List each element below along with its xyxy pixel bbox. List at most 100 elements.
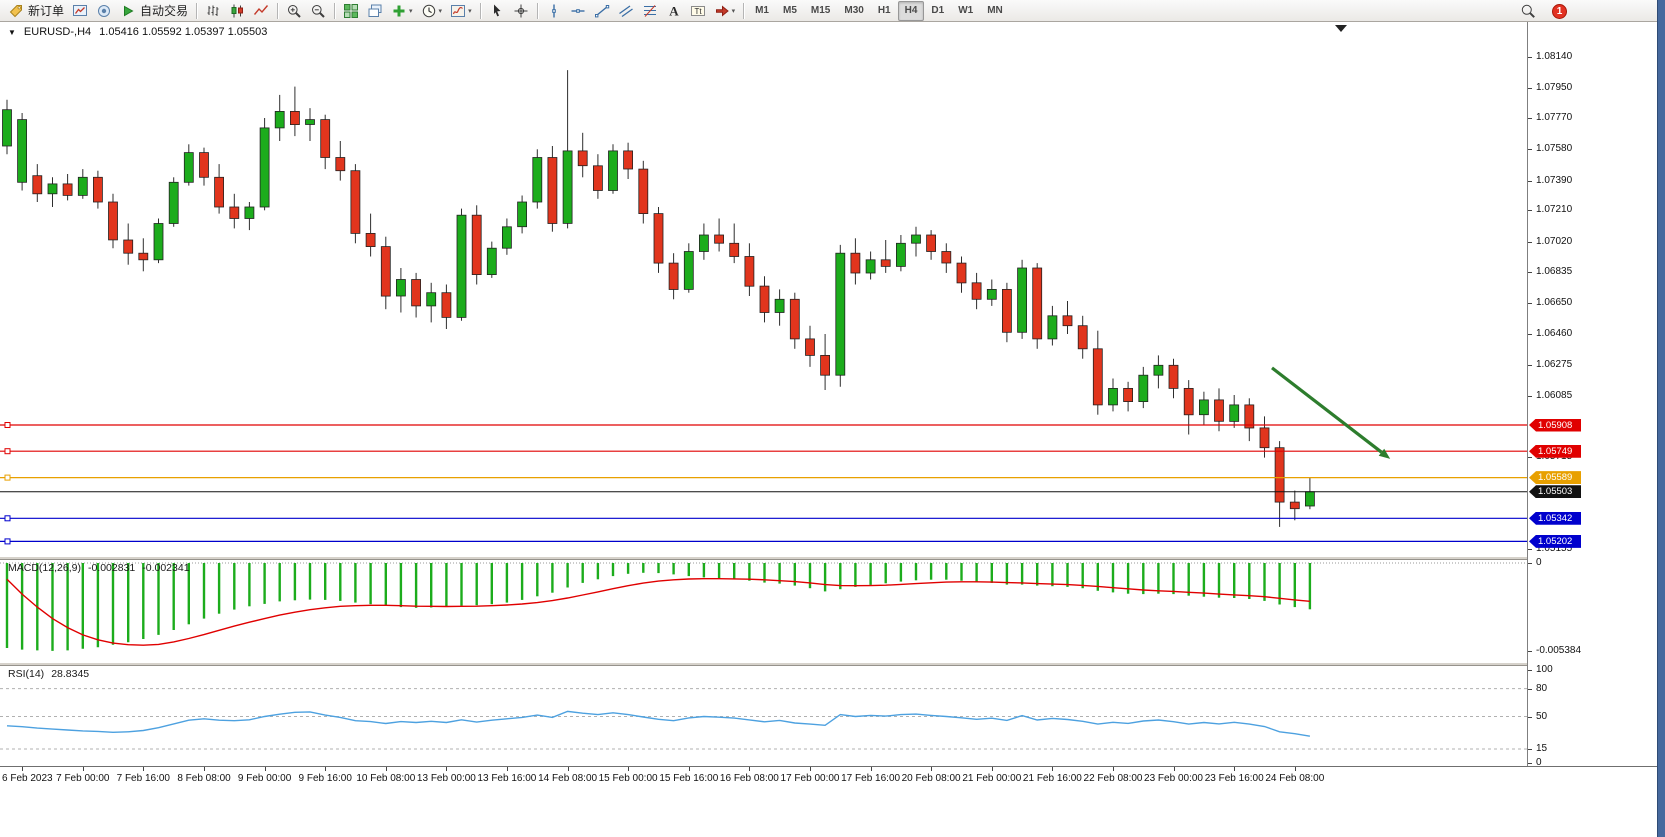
- algo-trading-button[interactable]: 自动交易: [116, 1, 192, 21]
- bear-candle: [335, 141, 346, 181]
- time-label: 24 Feb 08:00: [1265, 773, 1325, 784]
- bull-candle: [274, 94, 285, 141]
- cascade-windows-button[interactable]: [363, 1, 387, 21]
- indicators-button[interactable]: ▾: [387, 1, 417, 21]
- dropdown-caret-icon: ▾: [438, 7, 443, 15]
- fibonacci-button[interactable]: [638, 1, 662, 21]
- crosshair-button[interactable]: [509, 1, 533, 21]
- channel-button[interactable]: [614, 1, 638, 21]
- candle-body: [350, 170, 361, 234]
- notifications-badge[interactable]: 1: [1552, 3, 1567, 19]
- macd-canvas[interactable]: [0, 560, 1527, 662]
- label-button[interactable]: Tt: [686, 1, 710, 21]
- time-axis[interactable]: 6 Feb 2023 7 Feb 00:00 7 Feb 16:00 8 Feb 08…: [0, 767, 1657, 785]
- entry-level-line-handle[interactable]: [4, 474, 11, 481]
- candles-icon: [229, 3, 245, 19]
- candle-body: [896, 242, 906, 267]
- candlestick-mode-button[interactable]: [225, 1, 249, 21]
- candle-body: [759, 285, 770, 313]
- price-axis[interactable]: 1.08140 1.07950 1.07770 1.07580 1.07390 1.072…: [1527, 22, 1657, 768]
- bar-chart-mode-button[interactable]: [201, 1, 225, 21]
- time-label: 13 Feb 16:00: [477, 773, 537, 784]
- zoom-in-button[interactable]: [282, 1, 306, 21]
- time-tick-mark: [991, 767, 993, 771]
- candle-body: [456, 214, 467, 318]
- tile-windows-button[interactable]: [339, 1, 363, 21]
- resistance-line-upper-handle[interactable]: [4, 422, 11, 428]
- candle-body: [774, 298, 785, 313]
- vertical-line-button[interactable]: [542, 1, 566, 21]
- candle-body: [183, 152, 194, 183]
- rsi-value: 28.8345: [51, 668, 90, 680]
- candle-body: [1153, 364, 1164, 376]
- support-line-upper-handle[interactable]: [4, 515, 11, 522]
- templates-button[interactable]: ▾: [446, 1, 476, 21]
- tf-m1-button[interactable]: M1: [748, 1, 776, 21]
- new-order-button[interactable]: 新订单: [4, 1, 68, 21]
- time-label: 21 Feb 16:00: [1022, 773, 1082, 784]
- bear-candle: [547, 146, 558, 232]
- tf-w1-button[interactable]: W1: [951, 1, 980, 21]
- tf-m15-button[interactable]: M15: [804, 1, 837, 21]
- candle-body: [835, 252, 846, 376]
- zoom-out-button[interactable]: [306, 1, 330, 21]
- macd-label: MACD(12,26,9) -0.002831 -0.002341: [8, 562, 190, 574]
- axis-tick-label: 1.06650: [1536, 296, 1573, 308]
- candle-body: [729, 242, 740, 257]
- macd-signal-line: [6, 578, 1310, 646]
- tf-h4-button[interactable]: H4: [897, 0, 925, 21]
- time-label: 10 Feb 08:00: [356, 773, 416, 784]
- resistance-line-lower-price-label: 1.05749: [1529, 444, 1581, 458]
- tf-m5-button[interactable]: M5: [776, 1, 804, 21]
- price-chart-canvas[interactable]: [0, 22, 1527, 556]
- bull-candle: [183, 144, 194, 186]
- candle-body: [1108, 387, 1118, 406]
- new-chart-button[interactable]: [68, 1, 92, 21]
- panel-splitter[interactable]: [0, 662, 1657, 666]
- support-line-lower-handle[interactable]: [4, 538, 11, 545]
- profiles-button[interactable]: [92, 1, 116, 21]
- candle-body: [1244, 404, 1255, 429]
- new-order-button-label: 新订单: [28, 4, 65, 18]
- collapse-caret-icon[interactable]: ▼: [8, 27, 16, 37]
- resistance-line-upper-price-label: 1.05908: [1529, 418, 1581, 432]
- rsi-canvas[interactable]: [0, 666, 1527, 764]
- search-button[interactable]: [1516, 1, 1540, 21]
- candle-body: [380, 246, 391, 297]
- trend-arrow-head[interactable]: [1378, 448, 1391, 459]
- text-button[interactable]: A: [662, 1, 686, 21]
- bear-candle: [744, 243, 755, 296]
- macd-panel[interactable]: MACD(12,26,9) -0.002831 -0.002341: [0, 560, 1527, 662]
- periods-button[interactable]: ▾: [417, 1, 447, 21]
- trend-arrow[interactable]: [1271, 366, 1383, 454]
- axis-tick-mark: [1528, 302, 1532, 304]
- line-chart-mode-button[interactable]: [249, 1, 273, 21]
- panel-splitter[interactable]: [0, 556, 1657, 560]
- cursor-button[interactable]: [485, 1, 509, 21]
- candle-body: [1229, 404, 1240, 422]
- bull-candle: [2, 99, 12, 155]
- rsi-label: RSI(14) 28.8345: [8, 668, 89, 680]
- price-chart-panel[interactable]: ▼ EURUSD-,H4 1.05416 1.05592 1.05397 1.0…: [0, 22, 1527, 556]
- trendline-button[interactable]: [590, 1, 614, 21]
- bull-candle: [517, 195, 527, 234]
- current-price-line-price-label: 1.05503: [1529, 485, 1581, 499]
- axis-tick-mark: [1528, 210, 1532, 212]
- bear-candle: [1062, 301, 1073, 334]
- time-tick-mark: [1294, 767, 1296, 771]
- horizontal-line-button[interactable]: [566, 1, 590, 21]
- tf-mn-button[interactable]: MN: [980, 1, 1010, 21]
- fibo-icon: [642, 3, 658, 19]
- objects-button[interactable]: ▾: [710, 1, 740, 21]
- tf-h1-button[interactable]: H1: [871, 1, 898, 21]
- tf-d1-button[interactable]: D1: [924, 1, 951, 21]
- algo-trading-button-label: 自动交易: [140, 4, 189, 18]
- tf-m30-button[interactable]: M30: [837, 1, 870, 21]
- time-label: 20 Feb 08:00: [901, 773, 961, 784]
- candle-body: [32, 175, 43, 195]
- bear-candle: [1077, 315, 1088, 359]
- bull-candle: [1305, 477, 1315, 510]
- rsi-panel[interactable]: RSI(14) 28.8345: [0, 666, 1527, 764]
- resistance-line-lower-handle[interactable]: [4, 448, 11, 455]
